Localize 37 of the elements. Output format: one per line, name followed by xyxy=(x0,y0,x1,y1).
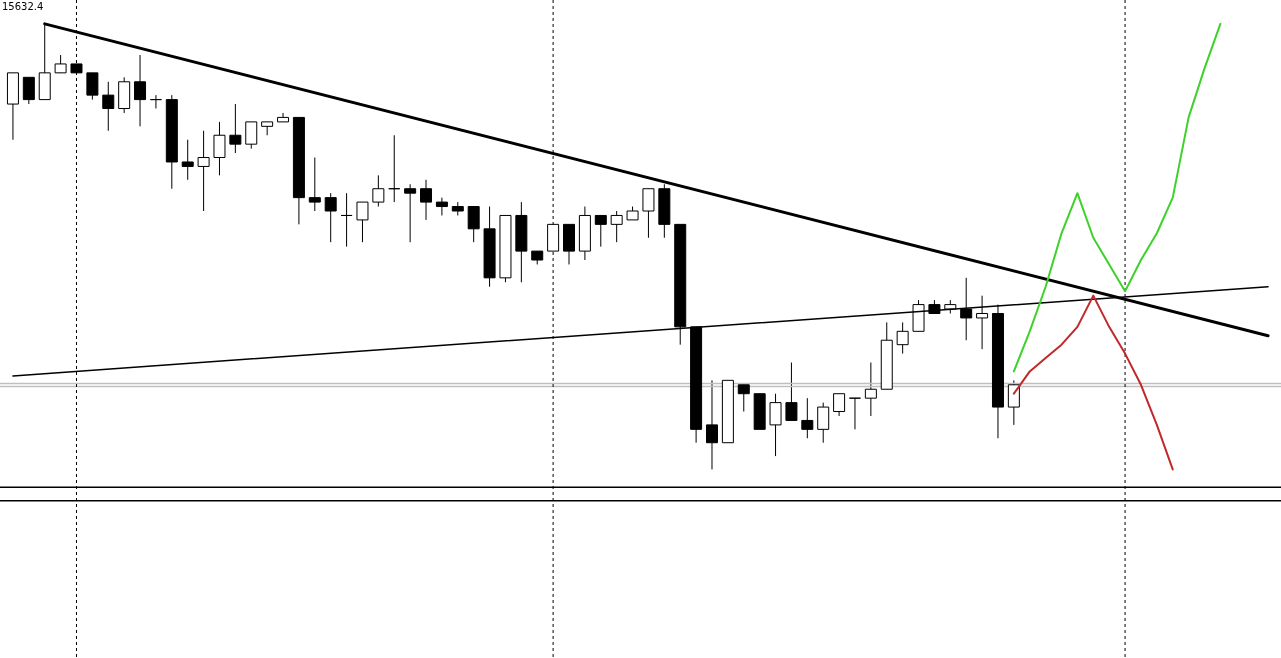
candlestick xyxy=(229,103,242,154)
candlestick xyxy=(197,130,210,212)
candlestick xyxy=(817,402,830,444)
text: 15632.4 xyxy=(2,1,44,12)
candlestick xyxy=(181,139,194,181)
candlestick xyxy=(737,384,750,413)
candlestick xyxy=(785,362,798,421)
candlestick xyxy=(976,295,989,350)
candlestick xyxy=(594,214,607,248)
candlestick xyxy=(340,192,353,248)
candlestick xyxy=(435,197,448,216)
candlestick xyxy=(848,397,861,430)
candlestick xyxy=(864,362,877,417)
candlestick xyxy=(372,174,385,208)
candlestick xyxy=(308,157,321,212)
candlestick xyxy=(388,134,401,203)
candlestick xyxy=(610,210,623,243)
candlestick xyxy=(149,94,162,110)
candlestick xyxy=(261,121,274,136)
candlestick xyxy=(86,72,99,101)
candlestick xyxy=(134,54,147,127)
candlestick xyxy=(896,321,909,355)
candlestick xyxy=(1007,379,1020,426)
candlestick xyxy=(833,393,846,417)
candlestick xyxy=(404,183,417,243)
candlestick xyxy=(467,206,480,243)
candlestick xyxy=(102,81,115,132)
candlestick xyxy=(324,192,337,243)
candlestick xyxy=(801,397,814,439)
candlestick xyxy=(245,121,258,150)
candlestick xyxy=(213,121,226,176)
candlestick xyxy=(642,188,655,239)
candlestick xyxy=(705,379,718,470)
candlestick xyxy=(769,393,782,457)
candlestick xyxy=(356,201,369,243)
candlestick xyxy=(22,76,35,105)
candlestick xyxy=(420,179,433,221)
